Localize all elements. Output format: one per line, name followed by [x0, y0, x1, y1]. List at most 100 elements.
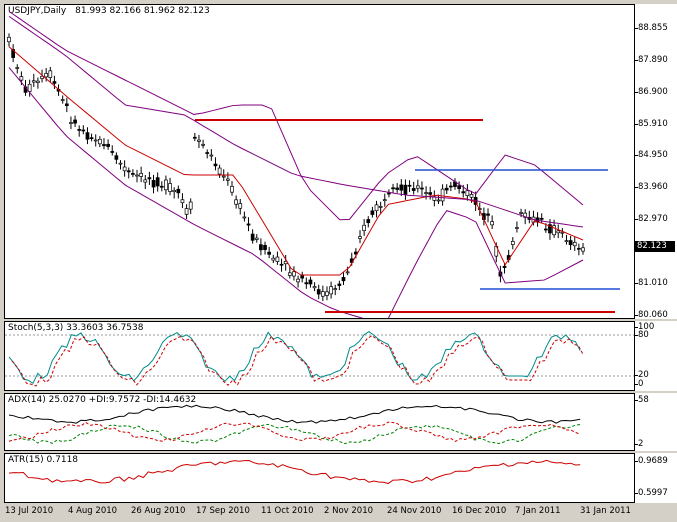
candle-body: [378, 206, 383, 208]
candle-body: [209, 154, 214, 157]
candle-body: [7, 36, 11, 43]
candle-body: [358, 236, 362, 239]
candle-body: [155, 177, 160, 187]
candle-body: [226, 178, 230, 181]
candle-body: [374, 204, 379, 212]
candle-body: [164, 179, 168, 191]
candle-body: [510, 241, 515, 245]
candle-body: [143, 179, 148, 183]
candle-body: [221, 175, 226, 178]
ohlc-readout: 81.993 82.166 81.962 82.123: [75, 6, 210, 16]
adx-title: ADX(14) 25.0270 +DI:9.7572 -DI:14.4632: [8, 395, 197, 405]
candle-body: [519, 212, 523, 214]
adx-pane[interactable]: ADX(14) 25.0270 +DI:9.7572 -DI:14.4632: [4, 393, 635, 451]
candle-body: [44, 73, 49, 78]
candle-body: [387, 192, 391, 195]
time-label: 31 Jan 2011: [580, 506, 631, 516]
candle-body: [271, 257, 276, 261]
candle-body: [81, 129, 86, 132]
stoch-level: 100: [634, 322, 655, 332]
candle-body: [102, 144, 106, 147]
adx-line: [8, 404, 581, 424]
candle-body: [250, 233, 255, 241]
candle-body: [399, 184, 404, 191]
price-level: 86.900: [635, 87, 668, 97]
candle-body: [172, 189, 177, 193]
price-level: 84.950: [635, 150, 668, 160]
candle-body: [341, 277, 346, 282]
candle-body: [159, 185, 164, 188]
price-chart-title: USDJPY,Daily 81.993 82.166 81.962 82.123: [8, 6, 210, 16]
price-level: 88.855: [635, 23, 668, 33]
symbol-label: USDJPY,Daily: [8, 6, 67, 16]
candle-body: [151, 180, 156, 188]
candle-body: [11, 49, 15, 58]
candle-body: [110, 151, 115, 153]
candle-body: [316, 289, 321, 295]
candle-body: [304, 282, 309, 285]
candle-body: [205, 152, 210, 154]
candle-body: [415, 185, 420, 189]
candle-body: [411, 188, 416, 191]
candle-body: [254, 237, 259, 240]
candle-body: [176, 188, 181, 194]
candle-body: [407, 184, 412, 187]
candle-body: [391, 187, 395, 190]
candle-body: [420, 187, 424, 190]
price-level: 85.910: [635, 119, 668, 129]
candle-body: [502, 265, 507, 268]
price-level: 81.010: [635, 278, 668, 288]
candle-body: [48, 70, 53, 78]
price-level: 82.970: [635, 214, 668, 224]
candle-body: [337, 283, 342, 286]
stochastic-axis: 100 80 20 0: [634, 321, 677, 391]
candle-body: [36, 80, 40, 83]
time-label: 16 Dec 2010: [452, 506, 507, 516]
atr-title: ATR(15) 0.7118: [8, 455, 79, 465]
candle-body: [382, 199, 387, 202]
candle-body: [560, 231, 565, 234]
candle-body: [436, 199, 441, 202]
candle-body: [395, 187, 400, 190]
candle-body: [213, 163, 218, 167]
candle-body: [457, 185, 461, 189]
time-label: 26 Aug 2010: [131, 506, 186, 516]
candle-body: [329, 286, 333, 295]
candle-body: [320, 291, 325, 297]
candle-body: [428, 192, 433, 195]
plus-di-line: [8, 423, 581, 445]
candle-body: [308, 279, 313, 285]
candle-body: [312, 286, 317, 289]
candle-body: [572, 242, 577, 247]
candle-body: [267, 251, 272, 255]
candle-body: [449, 185, 453, 188]
candle-body: [424, 192, 428, 194]
minus-di-line: [8, 421, 581, 443]
stochastic-title: Stoch(5,3,3) 33.3603 36.7538: [8, 323, 144, 333]
fast-ma-line: [8, 46, 584, 276]
candle-body: [461, 191, 466, 194]
candle-body: [19, 76, 24, 81]
candle-body: [106, 143, 110, 147]
candle-body: [85, 132, 90, 140]
time-label: 4 Aug 2010: [68, 506, 118, 516]
candle-body: [180, 199, 185, 204]
stoch-level: 20: [635, 370, 649, 380]
stochastic-pane[interactable]: Stoch(5,3,3) 33.3603 36.7538: [4, 321, 635, 391]
candle-body: [131, 173, 135, 175]
price-chart-pane[interactable]: USDJPY,Daily 81.993 82.166 81.962 82.123: [4, 4, 635, 319]
candle-body: [263, 244, 267, 250]
candle-body: [345, 271, 350, 274]
time-label: 7 Jan 2011: [515, 506, 561, 516]
candle-body: [139, 172, 143, 177]
candle-body: [486, 213, 490, 216]
candle-body: [118, 162, 123, 165]
atr-level: 0.5997: [635, 488, 668, 498]
candle-body: [201, 143, 205, 146]
candle-body: [73, 119, 77, 124]
atr-pane[interactable]: ATR(15) 0.7118: [4, 453, 635, 503]
candle-body: [552, 225, 556, 236]
candle-body: [242, 216, 247, 219]
candle-body: [543, 228, 548, 231]
candle-body: [135, 174, 139, 177]
